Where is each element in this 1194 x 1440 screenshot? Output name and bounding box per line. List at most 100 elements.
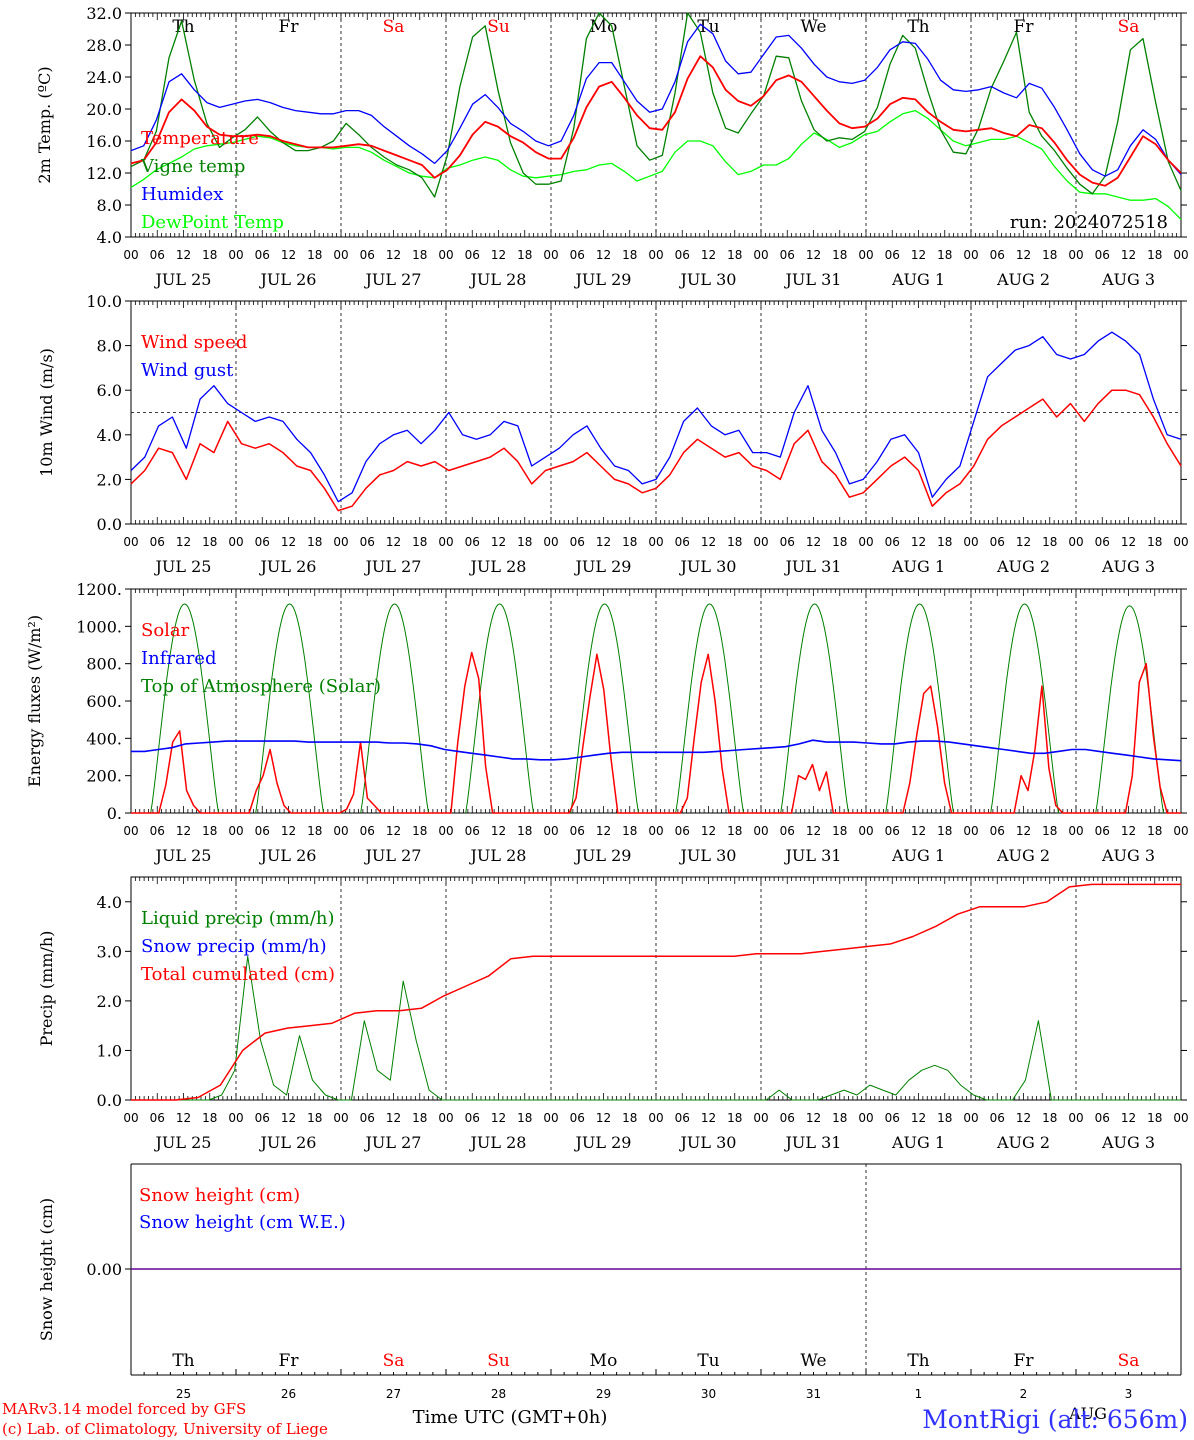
hour-tick-label: 18 xyxy=(727,248,742,262)
legend-entry: Snow height (cm W.E.) xyxy=(139,1212,346,1233)
hour-tick-label: 12 xyxy=(176,248,191,262)
hour-tick-label: 06 xyxy=(255,824,270,838)
series-line-wind-speed xyxy=(130,389,1182,512)
series-line-toa-day xyxy=(150,603,219,814)
hour-tick-label: 06 xyxy=(885,535,900,549)
y-tick-label: 32.0 xyxy=(86,4,122,23)
series-line-infrared xyxy=(131,739,1182,762)
hour-tick-label: 00 xyxy=(333,1111,348,1125)
y-axis-label: Energy fluxes (W/m²) xyxy=(25,615,44,787)
day-number-label: 30 xyxy=(701,1387,716,1401)
series-line-humidex xyxy=(130,23,1182,177)
hour-tick-label: 06 xyxy=(255,535,270,549)
hour-tick-label: 00 xyxy=(753,824,768,838)
hour-tick-label: 06 xyxy=(780,535,795,549)
y-tick-label: 0. xyxy=(107,804,122,823)
hour-tick-label: 06 xyxy=(990,1111,1005,1125)
hour-tick-label: 00 xyxy=(753,535,768,549)
date-label: JUL 30 xyxy=(679,270,737,289)
weekday-label: Su xyxy=(487,17,510,37)
hour-tick-label: 12 xyxy=(386,535,401,549)
hour-tick-label: 18 xyxy=(517,824,532,838)
hour-tick-label: 06 xyxy=(360,535,375,549)
hour-tick-label: 12 xyxy=(701,248,716,262)
date-label: JUL 26 xyxy=(259,1133,317,1152)
hour-tick-label: 18 xyxy=(307,248,322,262)
hour-tick-label: 12 xyxy=(596,824,611,838)
series-line-toa-day xyxy=(570,603,639,814)
hour-tick-label: 00 xyxy=(648,248,663,262)
y-axis-label: Precip (mm/h) xyxy=(37,931,56,1047)
hour-tick-label: 18 xyxy=(1147,248,1162,262)
legend-entry: DewPoint Temp xyxy=(141,212,284,233)
hour-tick-label: 06 xyxy=(150,1111,165,1125)
weekday-label: Th xyxy=(907,17,929,37)
hour-tick-label: 12 xyxy=(176,1111,191,1125)
hour-tick-label: 12 xyxy=(1016,824,1031,838)
hour-tick-label: 18 xyxy=(727,535,742,549)
hour-tick-label: 06 xyxy=(150,248,165,262)
hour-tick-label: 00 xyxy=(963,1111,978,1125)
y-tick-label: 24.0 xyxy=(86,68,122,87)
hour-tick-label: 12 xyxy=(1016,248,1031,262)
day-number-label: 2 xyxy=(1020,1387,1028,1401)
hour-tick-label: 12 xyxy=(596,535,611,549)
weekday-label: Th xyxy=(907,1351,929,1371)
hour-tick-label: 00 xyxy=(858,824,873,838)
hour-tick-label: 18 xyxy=(307,824,322,838)
series-line-toa-day xyxy=(255,603,324,814)
hour-tick-label: 12 xyxy=(806,824,821,838)
hour-tick-label: 12 xyxy=(491,1111,506,1125)
hour-tick-label: 00 xyxy=(1173,535,1188,549)
date-label: JUL 25 xyxy=(154,846,212,865)
y-axis-label: 2m Temp. (ºC) xyxy=(35,66,54,183)
hour-tick-label: 06 xyxy=(885,1111,900,1125)
legend-entry: Snow height (cm) xyxy=(139,1185,300,1206)
date-label: JUL 29 xyxy=(574,270,632,289)
hour-tick-label: 06 xyxy=(1095,1111,1110,1125)
date-label: JUL 29 xyxy=(574,846,632,865)
hour-tick-label: 12 xyxy=(176,824,191,838)
day-number-label: 3 xyxy=(1125,1387,1133,1401)
weekday-label: We xyxy=(800,17,826,37)
series-line-toa-day xyxy=(780,603,849,814)
hour-tick-label: 00 xyxy=(333,535,348,549)
hour-tick-label: 12 xyxy=(701,1111,716,1125)
weekday-label: Fr xyxy=(279,1351,300,1371)
hour-tick-label: 00 xyxy=(1173,248,1188,262)
hour-tick-label: 00 xyxy=(123,1111,138,1125)
hour-tick-label: 00 xyxy=(543,1111,558,1125)
legend-entry: Liquid precip (mm/h) xyxy=(141,908,335,929)
hour-tick-label: 00 xyxy=(438,248,453,262)
series-line-toa-day xyxy=(990,603,1059,814)
hour-tick-label: 12 xyxy=(596,1111,611,1125)
y-axis-label: Snow height (cm) xyxy=(37,1198,56,1341)
hour-tick-label: 12 xyxy=(1121,535,1136,549)
hour-tick-label: 18 xyxy=(937,535,952,549)
y-tick-label: 12.0 xyxy=(86,164,122,183)
hour-tick-label: 00 xyxy=(858,535,873,549)
legend-entry: Humidex xyxy=(141,184,223,205)
hour-tick-label: 12 xyxy=(281,248,296,262)
run-label: run: 2024072518 xyxy=(1010,212,1168,233)
hour-tick-label: 12 xyxy=(1121,824,1136,838)
hour-tick-label: 18 xyxy=(1042,535,1057,549)
hour-tick-label: 00 xyxy=(123,824,138,838)
date-label: JUL 29 xyxy=(574,1133,632,1152)
hour-tick-label: 06 xyxy=(360,248,375,262)
date-label: JUL 31 xyxy=(784,846,842,865)
y-tick-label: 4.0 xyxy=(97,893,122,912)
y-tick-label: 3.0 xyxy=(97,942,122,961)
legend-entry: Top of Atmosphere (Solar) xyxy=(141,676,381,697)
date-label: JUL 25 xyxy=(154,557,212,576)
hour-tick-label: 00 xyxy=(648,535,663,549)
day-number-label: 26 xyxy=(281,1387,296,1401)
hour-tick-label: 12 xyxy=(806,535,821,549)
y-tick-label: 600. xyxy=(86,692,122,711)
series-line-liquid-precip xyxy=(131,955,1181,1101)
hour-tick-label: 06 xyxy=(255,1111,270,1125)
y-tick-label: 1.0 xyxy=(97,1041,122,1060)
hour-tick-label: 12 xyxy=(911,535,926,549)
series-line-toa-day xyxy=(885,603,954,814)
